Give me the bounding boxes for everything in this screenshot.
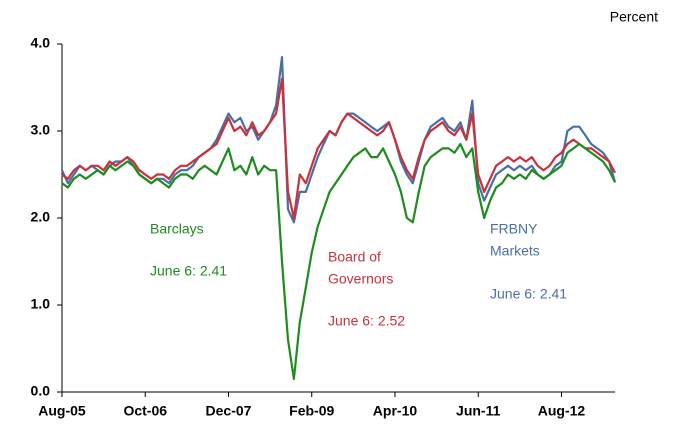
- y-tick-label: 4.0: [31, 35, 51, 51]
- y-tick-label: 0.0: [31, 383, 51, 399]
- annotation: June 6: 2.52: [328, 313, 405, 329]
- x-tick-label: Oct-06: [123, 403, 167, 419]
- y-tick-label: 1.0: [31, 296, 51, 312]
- annotation: FRBNY: [490, 221, 538, 237]
- annotation: Board of: [328, 249, 381, 265]
- x-tick-label: Jun-11: [456, 403, 501, 419]
- series-line: [60, 56, 617, 224]
- annotation: June 6: 2.41: [490, 286, 567, 302]
- x-tick-label: Dec-07: [206, 403, 252, 419]
- annotation: June 6: 2.41: [150, 263, 227, 279]
- annotation: Governors: [328, 271, 393, 287]
- x-tick-label: Apr-10: [373, 403, 418, 419]
- x-tick-label: Aug-12: [538, 403, 586, 419]
- y-tick-label: 2.0: [31, 209, 51, 225]
- y-tick-label: 3.0: [31, 122, 51, 138]
- series-line: [61, 142, 616, 380]
- series-line: [61, 77, 616, 220]
- x-tick-label: Aug-05: [38, 403, 86, 419]
- annotation: Markets: [490, 243, 540, 259]
- x-tick-label: Feb-09: [289, 403, 334, 419]
- y-unit: Percent: [610, 9, 658, 25]
- annotation: Barclays: [150, 221, 204, 237]
